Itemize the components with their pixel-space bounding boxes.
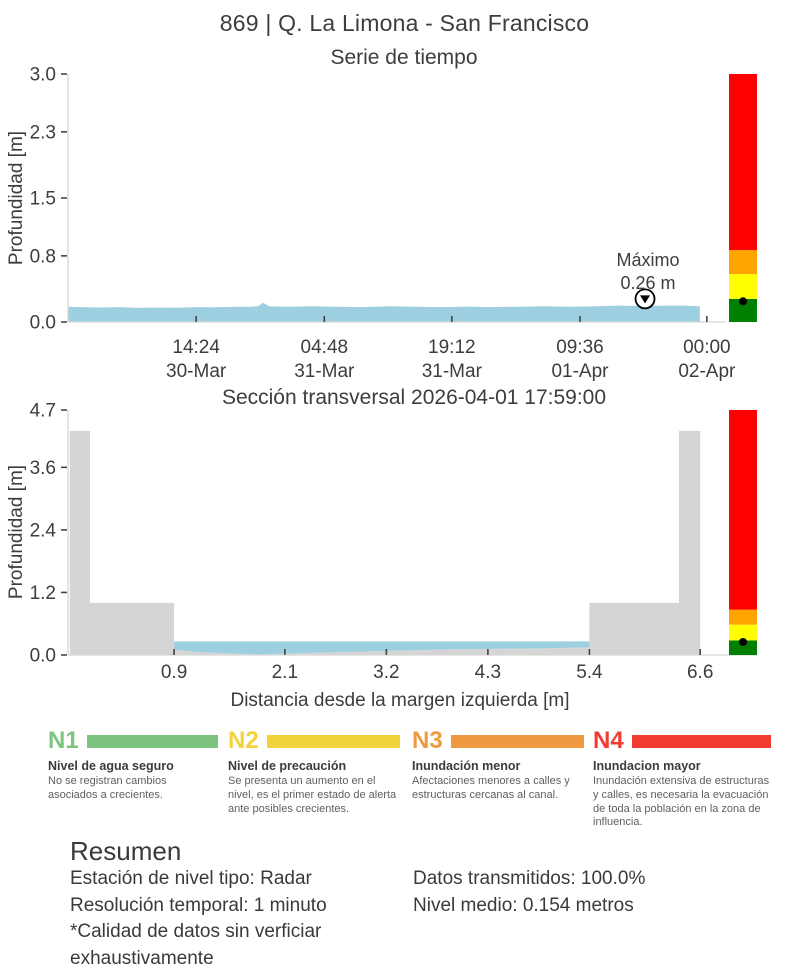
cross-section-ylabel: Profundidad [m] [6, 465, 27, 599]
cross-section-y-tick-label: 3.6 [30, 458, 56, 479]
cross-section-banks [69, 430, 701, 655]
page-title: 869 | Q. La Limona - San Francisco [219, 10, 590, 36]
legend-chip-n1 [86, 734, 218, 748]
summary-right-column: Datos transmitidos: 100.0% Nivel medio: … [413, 866, 773, 919]
max-annotation-value: 0.26 m [620, 273, 675, 293]
timeseries-y-tick-label: 0.0 [30, 313, 56, 334]
timeseries-x-tick-date: 31-Mar [294, 361, 355, 382]
alert-bar-segment [729, 410, 757, 610]
legend-code-n1: N1 [48, 727, 79, 754]
timeseries-y-tick-label: 3.0 [30, 65, 56, 86]
alert-bar-marker-dot [739, 638, 747, 646]
summary-quality-note: *Calidad de datos sin verficiar exhausti… [70, 921, 322, 969]
legend-item-n4: N4 Inundacion mayor Inundación extensiva… [593, 729, 771, 830]
timeseries-ylabel: Profundidad [m] [6, 131, 27, 265]
legend-title-n1: Nivel de agua seguro [48, 759, 174, 773]
cross-section-x-tick-label: 4.3 [475, 662, 501, 683]
legend-code-n3: N3 [412, 727, 443, 754]
timeseries-x-tick-date: 31-Mar [422, 361, 483, 382]
timeseries-plot: 0.0 0.8 1.5 2.3 3.0 14:24 30-Mar 04:48 31-Mar 19:… [30, 65, 757, 382]
timeseries-x-tick-time: 19:12 [428, 337, 476, 358]
legend-code-n4: N4 [593, 727, 624, 754]
timeseries-x-tick-date: 30-Mar [166, 361, 227, 382]
alert-bar-segment [729, 640, 757, 655]
timeseries-x-tick-time: 04:48 [301, 337, 349, 358]
timeseries-x-tick-time: 00:00 [683, 337, 731, 358]
cross-section-x-tick-label: 2.1 [272, 662, 298, 683]
legend-chip-n3 [450, 734, 584, 748]
summary-mean-level: Nivel medio: 0.154 metros [413, 894, 634, 916]
timeseries-y-tick-label: 2.3 [30, 122, 56, 143]
cross-section-xlabel: Distancia desde la margen izquierda [m] [230, 690, 569, 711]
max-marker-triangle-icon [640, 295, 651, 304]
summary-resolution: Resolución temporal: 1 minuto [70, 894, 327, 916]
cross-section-plot: 0.0 1.2 2.4 3.6 4.7 0.9 2.1 3.2 4.3 5.4 6.6 [30, 401, 757, 683]
cross-section-water [174, 641, 590, 655]
summary-left-column: Estación de nivel tipo: Radar Resolución… [70, 866, 405, 972]
cross-section-x-tick-label: 5.4 [576, 662, 603, 683]
cross-section-x-tick-label: 6.6 [687, 662, 713, 683]
legend-code-n2: N2 [228, 727, 259, 754]
alert-bar-segment [729, 74, 757, 251]
legend-title-n2: Nivel de precaución [228, 759, 347, 773]
legend-body-n4: Inundación extensiva de estructuras y ca… [593, 775, 770, 829]
summary-station-type: Estación de nivel tipo: Radar [70, 868, 312, 889]
legend-item-n2: N2 Nivel de precaución Se presenta un au… [228, 729, 400, 816]
alert-legend: N1 Nivel de agua seguro No se registran … [0, 729, 809, 835]
legend-title-n4: Inundacion mayor [593, 759, 701, 773]
cross-section-x-tick-label: 3.2 [373, 662, 399, 683]
max-annotation-label: Máximo [616, 250, 679, 270]
alert-bar-segment [729, 609, 757, 625]
timeseries-x-tick-date: 01-Apr [551, 361, 609, 382]
alert-bar-marker-dot [739, 297, 747, 306]
cross-section-y-tick-label: 4.7 [30, 401, 56, 422]
legend-body-n2: Se presenta un aumento en el nivel, es e… [228, 775, 397, 815]
cross-section-y-tick-label: 0.0 [30, 646, 56, 667]
summary-heading: Resumen [70, 836, 182, 866]
charts-canvas: Serie de tiempo Profundidad [m] 0.0 0.8 1.… [6, 46, 757, 711]
summary-data-transmitted: Datos transmitidos: 100.0% [413, 868, 646, 889]
alert-bar-segment [729, 624, 757, 641]
alert-bar-segment [729, 274, 757, 299]
timeseries-water-area [68, 302, 700, 322]
timeseries-x-tick-time: 14:24 [172, 337, 220, 358]
timeseries-x-tick-time: 09:36 [556, 337, 604, 358]
legend-item-n1: N1 Nivel de agua seguro No se registran … [48, 729, 218, 803]
cross-section-title: Sección transversal 2026-04-01 17:59:00 [222, 386, 606, 409]
legend-chip-n2 [266, 734, 400, 748]
timeseries-x-tick-date: 02-Apr [678, 361, 736, 382]
cross-section-y-tick-label: 1.2 [30, 583, 56, 604]
timeseries-title: Serie de tiempo [330, 46, 477, 69]
legend-item-n3: N3 Inundación menor Afectaciones menores… [412, 729, 584, 803]
timeseries-y-tick-label: 0.8 [30, 246, 56, 267]
legend-body-n3: Afectaciones menores a calles y estructu… [412, 775, 570, 801]
timeseries-y-tick-label: 1.5 [30, 189, 56, 210]
alert-bar-segment [729, 250, 757, 275]
legend-chip-n4 [631, 734, 771, 748]
alert-bar-segment [729, 298, 757, 322]
legend-body-n1: No se registran cambios asociados a crec… [48, 775, 167, 801]
cross-section-x-tick-label: 0.9 [161, 662, 187, 683]
cross-section-y-tick-label: 2.4 [30, 520, 57, 541]
legend-title-n3: Inundación menor [412, 759, 521, 773]
